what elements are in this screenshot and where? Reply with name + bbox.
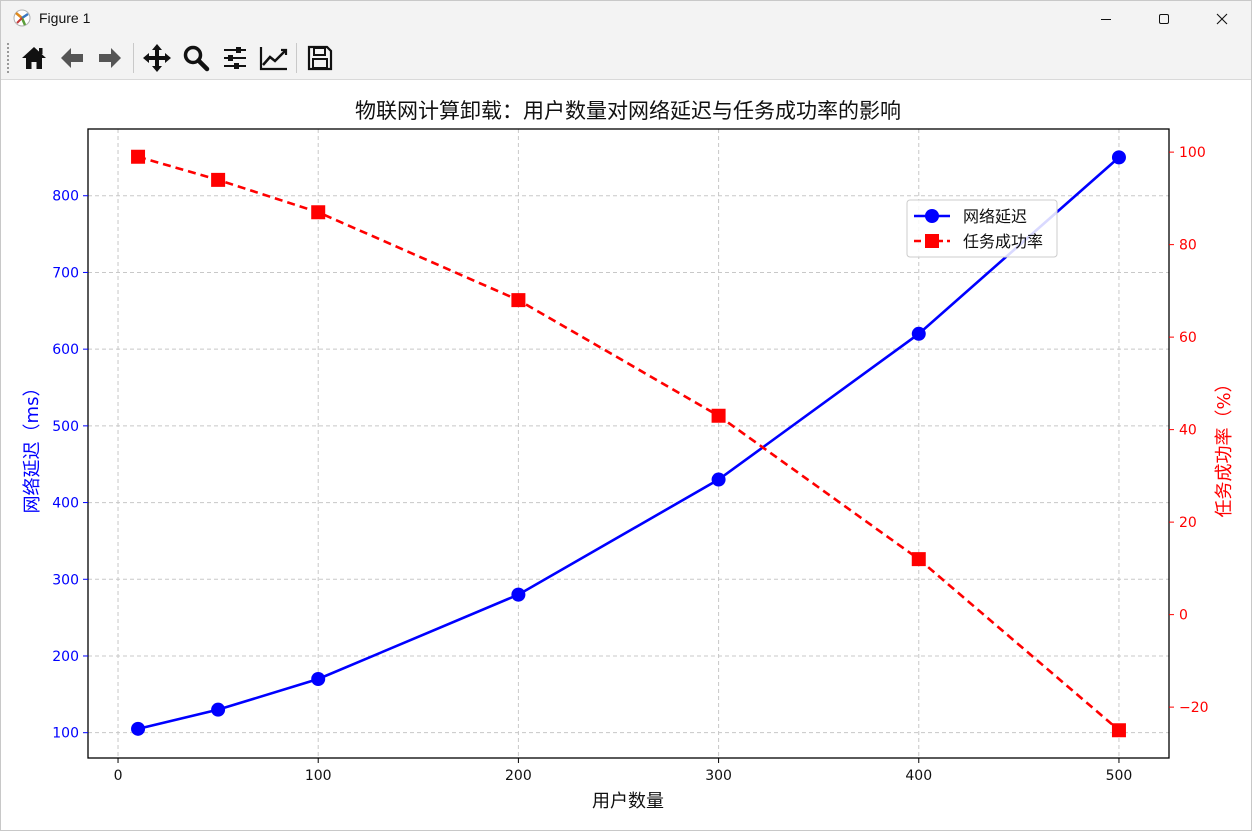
data-point-success-rate — [511, 293, 526, 308]
data-point-latency — [131, 721, 146, 736]
right-y-axis-label: 任务成功率（%） — [1214, 374, 1235, 517]
toolbar-separator — [296, 43, 297, 73]
title-bar: Figure 1 — [1, 1, 1251, 37]
legend-box — [906, 199, 1058, 258]
axes-frame — [87, 128, 1170, 759]
close-icon — [1216, 13, 1228, 25]
right-y-tick-label: 40 — [1179, 423, 1197, 439]
toolbar-grip[interactable] — [7, 43, 12, 73]
zoom-button[interactable] — [179, 42, 213, 74]
magnifier-icon — [183, 45, 210, 72]
left-y-tick-label: 600 — [52, 342, 79, 358]
plot-series — [131, 149, 1126, 738]
data-point-latency — [311, 671, 326, 686]
legend-label-latency: 网络延迟 — [963, 207, 1027, 226]
floppy-disk-icon — [307, 45, 333, 71]
configure-subplots-button[interactable] — [218, 42, 252, 74]
home-icon — [22, 47, 46, 69]
left-y-tick-label: 500 — [52, 419, 79, 435]
data-point-latency — [211, 702, 226, 717]
left-y-axis-label: 网络延迟（ms） — [22, 379, 43, 514]
data-point-success-rate — [911, 552, 926, 567]
line-chart-icon — [259, 47, 288, 71]
pan-button[interactable] — [140, 42, 174, 74]
right-y-tick-label: 20 — [1179, 515, 1197, 531]
left-y-axis: 100 200 300 400 500 600 700 800 — [52, 189, 88, 742]
data-point-success-rate — [311, 205, 326, 220]
back-button[interactable] — [55, 42, 89, 74]
legend[interactable]: 网络延迟 任务成功率 — [906, 199, 1058, 258]
right-y-tick-label: 0 — [1179, 608, 1188, 624]
legend-label-success-rate: 任务成功率 — [963, 232, 1043, 251]
close-button[interactable] — [1193, 1, 1251, 37]
x-tick-label: 300 — [705, 768, 732, 784]
x-tick-label: 0 — [114, 768, 123, 784]
x-tick-label: 400 — [905, 768, 932, 784]
arrow-right-icon — [99, 48, 121, 68]
data-point-success-rate — [1111, 723, 1126, 738]
minimize-icon — [1101, 19, 1111, 20]
x-axis: 0 100 200 300 400 500 — [114, 758, 1133, 784]
left-y-tick-label: 200 — [52, 649, 79, 665]
left-y-tick-label: 700 — [52, 265, 79, 281]
data-point-latency — [511, 587, 526, 602]
data-point-latency — [711, 472, 726, 487]
x-tick-label: 200 — [505, 768, 532, 784]
data-point-success-rate — [711, 408, 726, 423]
minimize-button[interactable] — [1077, 1, 1135, 37]
sliders-icon — [224, 47, 246, 69]
left-y-tick-label: 800 — [52, 189, 79, 205]
matplotlib-logo-icon — [13, 9, 31, 27]
edit-axis-button[interactable] — [257, 42, 291, 74]
data-point-latency — [911, 326, 926, 341]
x-tick-label: 500 — [1106, 768, 1133, 784]
x-axis-label: 用户数量 — [592, 791, 664, 812]
x-tick-label: 100 — [305, 768, 332, 784]
right-y-tick-label: 60 — [1179, 330, 1197, 346]
legend-marker-latency — [925, 209, 939, 223]
save-button[interactable] — [303, 42, 337, 74]
chart-title: 物联网计算卸载：用户数量对网络延迟与任务成功率的影响 — [355, 99, 901, 123]
window-title: Figure 1 — [39, 10, 91, 26]
right-y-tick-label: 100 — [1179, 145, 1206, 161]
data-point-success-rate — [211, 172, 226, 187]
figure-canvas[interactable]: 物联网计算卸载：用户数量对网络延迟与任务成功率的影响 0 100 200 300 400… — [1, 79, 1251, 829]
right-y-tick-label: −20 — [1179, 700, 1209, 716]
left-y-tick-label: 100 — [52, 726, 79, 742]
home-button[interactable] — [17, 42, 51, 74]
grid-lines — [88, 129, 1169, 758]
legend-marker-success-rate — [925, 234, 939, 248]
left-y-tick-label: 400 — [52, 496, 79, 512]
data-point-success-rate — [131, 149, 146, 164]
arrow-left-icon — [61, 48, 83, 68]
maximize-icon — [1159, 14, 1169, 24]
right-y-axis: −20 0 20 40 60 80 100 — [1169, 145, 1209, 716]
forward-button[interactable] — [93, 42, 127, 74]
maximize-button[interactable] — [1135, 1, 1193, 37]
move-icon — [143, 44, 171, 72]
right-y-tick-label: 80 — [1179, 238, 1197, 254]
toolbar-separator — [133, 43, 134, 73]
left-y-tick-label: 300 — [52, 572, 79, 588]
data-point-latency — [1111, 150, 1126, 165]
navigation-toolbar — [1, 37, 1251, 80]
